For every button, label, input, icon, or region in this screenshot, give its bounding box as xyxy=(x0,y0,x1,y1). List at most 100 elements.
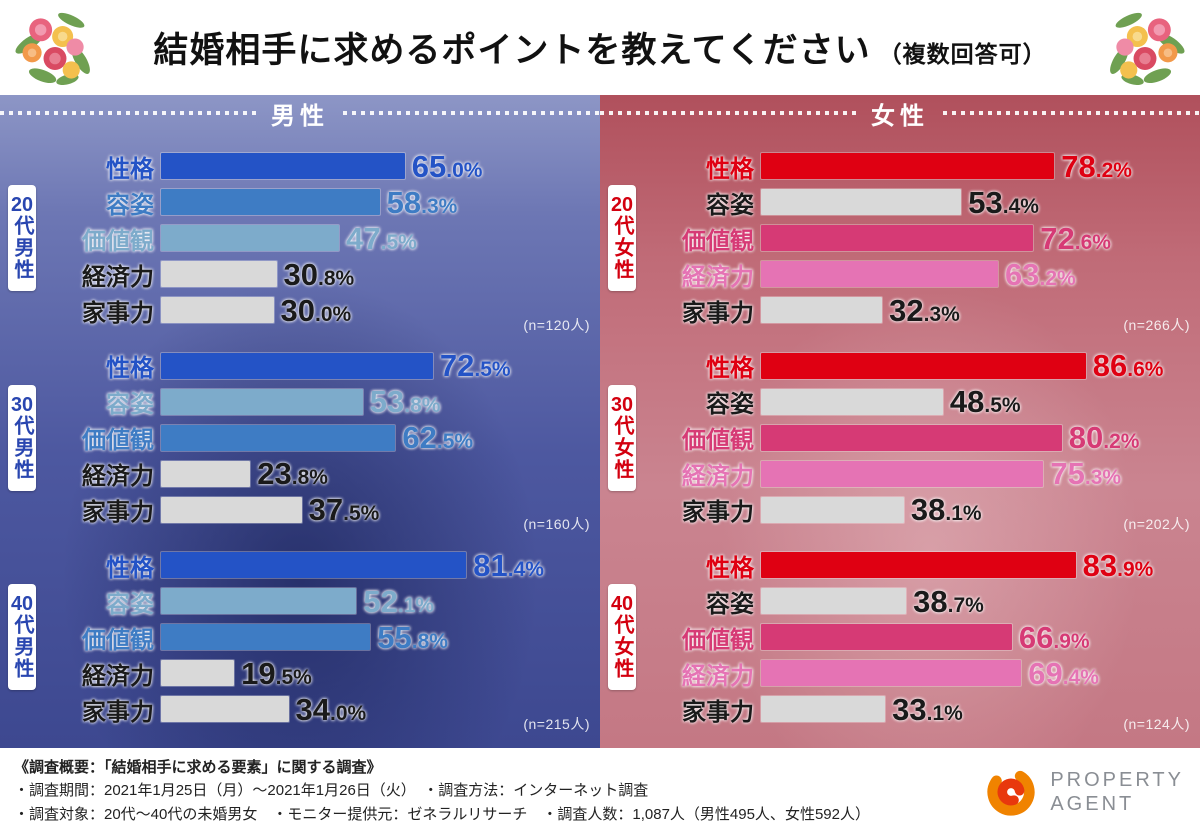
bar-row: 家事力 37.5% xyxy=(48,494,600,526)
category-label: 容姿 xyxy=(706,590,754,618)
value-label: 19.5% xyxy=(241,658,312,689)
panel-female-title: 女性 xyxy=(871,102,929,130)
value-label: 30.0% xyxy=(281,295,352,326)
bar-row: 性格 65.0% xyxy=(48,151,600,183)
age-group: 30代女性 性格 86.6% 容姿 48.5% 価値観 80.2% 経済力 75.3% 家事力 38… xyxy=(600,343,1200,532)
category-label: 性格 xyxy=(106,155,154,183)
value-integer: 75 xyxy=(1050,456,1085,491)
value-bar xyxy=(761,696,886,722)
value-label: 52.1% xyxy=(363,586,434,617)
value-bar xyxy=(161,624,371,650)
value-bar xyxy=(761,624,1012,650)
value-label: 53.4% xyxy=(968,187,1039,218)
value-integer: 83 xyxy=(1082,547,1118,583)
category-label: 経済力 xyxy=(682,263,754,291)
value-decimal: .3% xyxy=(421,194,458,218)
value-integer: 19 xyxy=(241,655,276,691)
header: 結婚相手に求めるポイントを教えてください （複数回答可） xyxy=(0,0,1200,95)
value-decimal: .5% xyxy=(343,502,380,525)
value-label: 80.2% xyxy=(1069,422,1140,453)
value-bar xyxy=(761,352,1086,379)
value-integer: 23 xyxy=(257,456,292,491)
value-decimal: .0% xyxy=(446,158,483,182)
value-decimal: .9% xyxy=(1117,557,1154,581)
category-label: 容姿 xyxy=(106,590,154,618)
bar-row: 容姿 48.5% xyxy=(648,386,1200,418)
bar-row: 性格 86.6% xyxy=(648,350,1200,382)
value-label: 53.8% xyxy=(370,386,441,417)
page-title-text: 結婚相手に求めるポイントを教えてください xyxy=(153,31,871,70)
value-bar xyxy=(161,225,340,251)
category-label: 性格 xyxy=(106,554,154,582)
category-label: 性格 xyxy=(706,355,754,382)
value-label: 78.2% xyxy=(1061,151,1132,182)
category-label: 価値観 xyxy=(82,626,154,654)
value-label: 62.5% xyxy=(402,422,473,453)
value-decimal: .5% xyxy=(984,394,1021,417)
sample-size-label: (n=120人) xyxy=(523,316,590,333)
value-bar xyxy=(761,460,1044,487)
panel-male-header: 男性 xyxy=(0,95,600,131)
value-integer: 38 xyxy=(910,492,946,527)
value-integer: 55 xyxy=(377,619,412,655)
value-bar xyxy=(161,496,302,523)
value-label: 69.4% xyxy=(1028,658,1099,689)
value-label: 86.6% xyxy=(1093,350,1164,381)
value-decimal: .7% xyxy=(947,593,984,617)
category-label: 経済力 xyxy=(682,463,754,490)
value-label: 81.4% xyxy=(473,550,544,581)
value-label: 38.1% xyxy=(911,494,982,525)
value-decimal: .5% xyxy=(380,230,417,254)
category-label: 価値観 xyxy=(682,427,754,454)
value-bar xyxy=(161,424,396,451)
value-label: 32.3% xyxy=(889,295,960,326)
value-decimal: .4% xyxy=(1062,665,1099,689)
survey-title: 《調査概要：「結婚相手に求める要素」に関する調査》 xyxy=(14,759,382,776)
value-decimal: .2% xyxy=(1103,430,1140,453)
category-label: 性格 xyxy=(106,355,154,382)
age-group: 40代女性 性格 83.9% 容姿 38.7% 価値観 66.9% 経済力 69.4% 家事力 33… xyxy=(600,543,1200,732)
category-label: 価値観 xyxy=(82,227,154,255)
value-label: 38.7% xyxy=(913,586,984,617)
value-integer: 81 xyxy=(473,547,508,583)
bar-row: 価値観 80.2% xyxy=(648,422,1200,454)
logo-line-2: AGENT xyxy=(1050,792,1135,815)
value-label: 30.8% xyxy=(284,259,355,290)
bar-row: 家事力 33.1% xyxy=(648,694,1200,726)
panel-male: 男性 20代男性 性格 65.0% 容姿 58.3% 価値観 47.5% 経済力 30.8% 家事… xyxy=(0,95,600,748)
category-label: 家事力 xyxy=(82,299,154,327)
value-integer: 72 xyxy=(1040,220,1075,256)
bar-row: 価値観 62.5% xyxy=(48,422,600,454)
survey-line-subjects: ・調査対象：20代～40代の未婚男女 ・モニター提供元：ゼネラルリサーチ ・調査… xyxy=(14,805,870,823)
value-decimal: .4% xyxy=(1002,194,1039,218)
category-label: 家事力 xyxy=(682,499,754,526)
category-label: 容姿 xyxy=(706,191,754,219)
dotted-divider xyxy=(0,111,257,115)
value-integer: 66 xyxy=(1018,619,1054,655)
value-decimal: .9% xyxy=(1053,629,1090,653)
value-integer: 62 xyxy=(402,420,437,455)
value-label: 65.0% xyxy=(412,151,483,182)
category-label: 価値観 xyxy=(82,427,154,454)
category-label: 性格 xyxy=(706,554,754,582)
value-label: 37.5% xyxy=(309,494,380,525)
flower-bouquet-icon xyxy=(1108,12,1185,86)
bar-row: 性格 78.2% xyxy=(648,151,1200,183)
value-integer: 86 xyxy=(1092,348,1128,383)
value-decimal: .5% xyxy=(474,358,511,381)
value-decimal: .8% xyxy=(404,394,441,417)
property-agent-logo: PROPERTY AGENT xyxy=(984,758,1184,825)
page-title: 結婚相手に求めるポイントを教えてください （複数回答可） xyxy=(153,22,1046,73)
panel-female: 女性 20代女性 性格 78.2% 容姿 53.4% 価値観 72.6% 経済力 63.2% 家事… xyxy=(600,95,1200,748)
category-label: 家事力 xyxy=(682,299,754,327)
bar-row: 価値観 72.6% xyxy=(648,223,1200,255)
bar-rows: 性格 65.0% 容姿 58.3% 価値観 47.5% 経済力 30.8% 家事力 30.0% (n… xyxy=(48,144,600,333)
category-label: 容姿 xyxy=(706,391,754,418)
value-bar xyxy=(761,153,1055,179)
bar-row: 容姿 53.4% xyxy=(648,187,1200,219)
value-decimal: .2% xyxy=(1095,158,1132,182)
value-integer: 30 xyxy=(280,292,315,328)
dotted-divider xyxy=(600,111,857,115)
value-integer: 72 xyxy=(439,348,475,383)
